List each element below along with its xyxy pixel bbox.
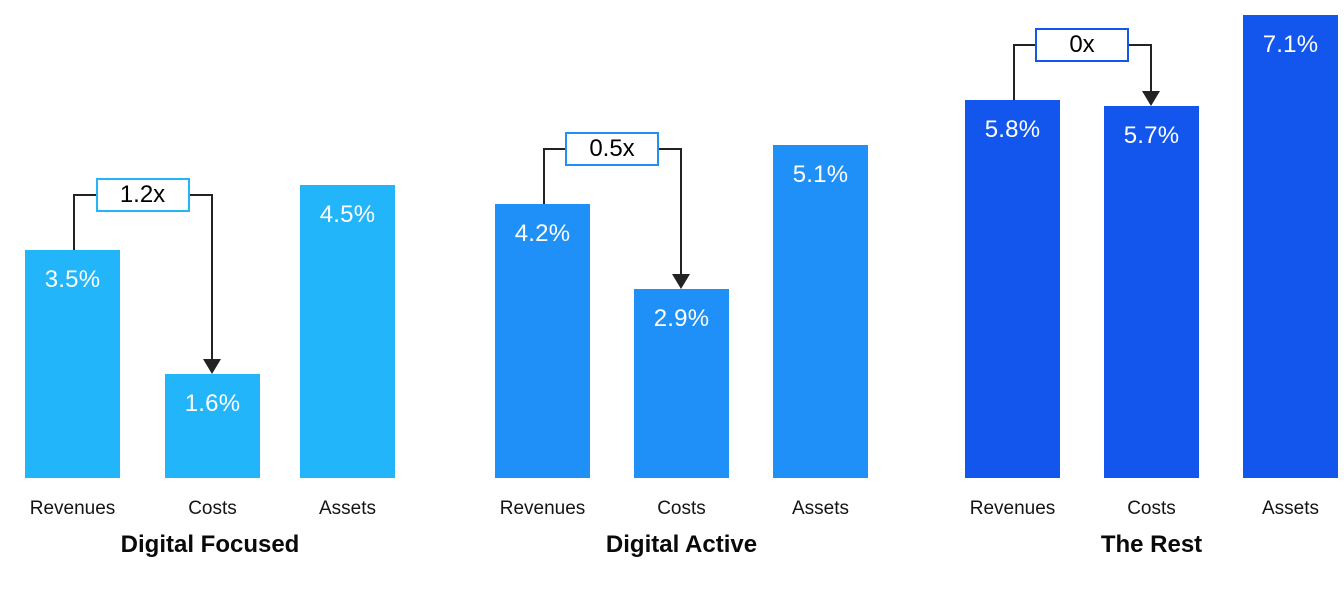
group-title-the-rest: The Rest [1100, 531, 1203, 558]
multiplier-label: 0x [1069, 30, 1095, 58]
multiplier-box: 0.5x [565, 132, 659, 167]
bar-the-rest-costs: 5.7% [1104, 106, 1199, 478]
group-title-digital-active: Digital Active [605, 531, 758, 558]
multiplier-box: 1.2x [95, 177, 190, 212]
bar-the-rest-revenues: 5.8% [965, 99, 1060, 478]
category-label-revenues: Revenues [29, 498, 116, 519]
bar-digital-active-assets: 5.1% [773, 145, 868, 478]
bracket-line-left [542, 148, 545, 205]
category-label-revenues: Revenues [969, 498, 1056, 519]
bar-value-label: 4.2% [514, 220, 571, 248]
bar-value-label: 1.6% [184, 389, 241, 417]
category-label-costs: Costs [188, 498, 237, 519]
bracket-line-left [1012, 43, 1015, 100]
bar-value-label: 2.9% [653, 304, 710, 332]
bar-digital-focused-revenues: 3.5% [25, 249, 120, 478]
bar-value-label: 7.1% [1262, 31, 1319, 59]
bar-value-label: 5.1% [792, 161, 849, 189]
bar-value-label: 3.5% [44, 265, 101, 293]
bar-the-rest-assets: 7.1% [1243, 15, 1338, 478]
multiplier-box: 0x [1035, 27, 1129, 62]
bar-digital-active-revenues: 4.2% [495, 204, 590, 478]
bracket-line-right [1149, 43, 1152, 94]
category-label-costs: Costs [1127, 498, 1176, 519]
bar-digital-focused-assets: 4.5% [300, 184, 395, 478]
down-arrow [202, 358, 221, 374]
bracket-line-right [210, 193, 213, 361]
category-label-assets: Assets [318, 498, 377, 519]
group-title-digital-focused: Digital Focused [120, 531, 300, 558]
bracket-line-right [679, 148, 682, 276]
category-label-assets: Assets [791, 498, 850, 519]
bar-value-label: 5.7% [1123, 122, 1180, 150]
category-label-assets: Assets [1261, 498, 1320, 519]
bar-value-label: 4.5% [319, 200, 376, 228]
down-arrow [1141, 91, 1160, 107]
bar-value-label: 5.8% [984, 115, 1041, 143]
multiplier-label: 1.2x [119, 180, 166, 208]
bar-digital-focused-costs: 1.6% [165, 373, 260, 478]
bracket-line-left [72, 193, 75, 250]
category-label-costs: Costs [657, 498, 706, 519]
multiplier-label: 0.5x [589, 135, 635, 163]
category-label-revenues: Revenues [499, 498, 586, 519]
bar-digital-active-costs: 2.9% [634, 288, 729, 478]
down-arrow [671, 273, 690, 289]
